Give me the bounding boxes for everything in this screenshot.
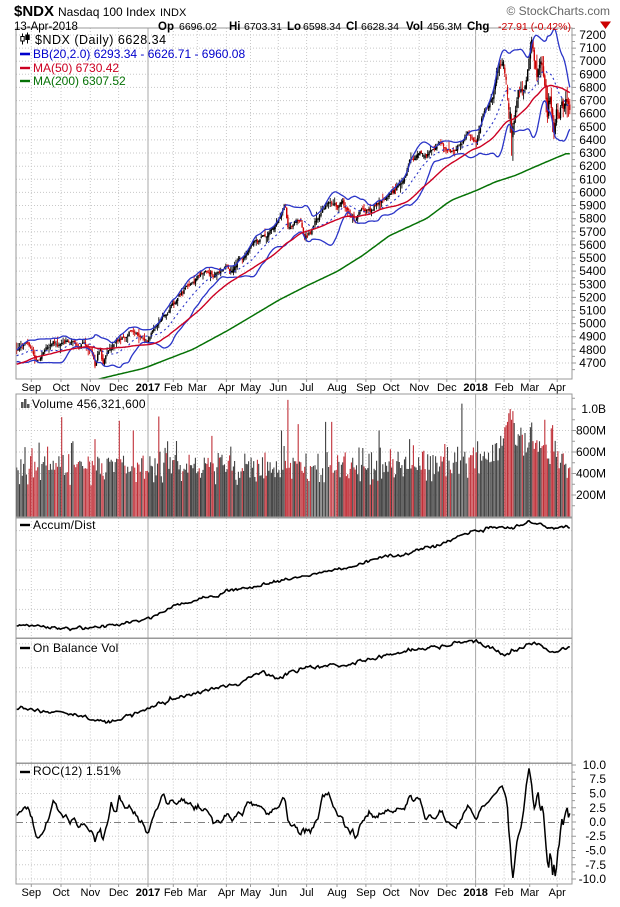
svg-text:0.0: 0.0 <box>589 815 606 829</box>
svg-text:Nov: Nov <box>81 382 101 394</box>
svg-text:Sep: Sep <box>22 887 42 899</box>
svg-text:MA(200) 6307.52: MA(200) 6307.52 <box>33 74 126 88</box>
svg-text:Jul: Jul <box>300 887 314 899</box>
svg-text:Aug: Aug <box>327 887 347 899</box>
svg-text:6600: 6600 <box>579 107 606 121</box>
svg-text:Aug: Aug <box>327 382 347 394</box>
svg-text:Feb: Feb <box>495 887 514 899</box>
svg-text:$NDX (Daily) 6628.34: $NDX (Daily) 6628.34 <box>35 33 167 47</box>
svg-text:Feb: Feb <box>164 887 183 899</box>
svg-text:MA(50) 6730.42: MA(50) 6730.42 <box>33 61 119 75</box>
svg-text:5000: 5000 <box>579 317 606 331</box>
svg-text:5700: 5700 <box>579 225 606 239</box>
svg-text:Dec: Dec <box>109 887 129 899</box>
svg-text:5400: 5400 <box>579 264 606 278</box>
svg-text:800M: 800M <box>576 424 606 438</box>
svg-text:2018: 2018 <box>463 382 487 394</box>
svg-text:Oct: Oct <box>382 382 399 394</box>
svg-text:4900: 4900 <box>579 330 606 344</box>
svg-text:Mar: Mar <box>520 887 539 899</box>
svg-text:Nov: Nov <box>409 887 429 899</box>
svg-text:Apr: Apr <box>549 382 566 394</box>
svg-text:Nov: Nov <box>81 887 101 899</box>
svg-text:BB(20,2.0) 6293.34 - 6626.71 -: BB(20,2.0) 6293.34 - 6626.71 - 6960.08 <box>33 47 245 61</box>
svg-text:2018: 2018 <box>463 887 487 899</box>
svg-text:Sep: Sep <box>356 887 376 899</box>
svg-text:Apr: Apr <box>218 382 235 394</box>
svg-text:6000: 6000 <box>579 185 606 199</box>
svg-text:May: May <box>240 887 261 899</box>
svg-text:5100: 5100 <box>579 304 606 318</box>
svg-text:Feb: Feb <box>164 382 183 394</box>
svg-text:5900: 5900 <box>579 199 606 213</box>
svg-text:5200: 5200 <box>579 290 606 304</box>
svg-text:4800: 4800 <box>579 343 606 357</box>
svg-text:5800: 5800 <box>579 212 606 226</box>
svg-text:Jul: Jul <box>300 382 314 394</box>
svg-text:-5.0: -5.0 <box>585 844 606 858</box>
svg-text:5500: 5500 <box>579 251 606 265</box>
svg-text:2017: 2017 <box>136 887 160 899</box>
svg-text:600M: 600M <box>576 445 606 459</box>
svg-text:-2.5: -2.5 <box>585 829 606 843</box>
svg-text:Volume 456,321,600: Volume 456,321,600 <box>32 397 146 411</box>
svg-text:Accum/Dist: Accum/Dist <box>33 518 96 532</box>
svg-text:Mar: Mar <box>520 382 539 394</box>
svg-text:Nov: Nov <box>409 382 429 394</box>
svg-text:Mar: Mar <box>188 887 207 899</box>
svg-text:Jun: Jun <box>269 887 287 899</box>
svg-text:5.0: 5.0 <box>589 787 606 801</box>
svg-text:-10.0: -10.0 <box>579 872 607 886</box>
svg-text:INDX: INDX <box>160 7 187 19</box>
svg-text:7000: 7000 <box>579 54 606 68</box>
svg-text:200M: 200M <box>576 488 606 502</box>
svg-text:7.5: 7.5 <box>589 772 606 786</box>
svg-text:7100: 7100 <box>579 41 606 55</box>
svg-text:Sep: Sep <box>356 382 376 394</box>
svg-text:6800: 6800 <box>579 80 606 94</box>
svg-text:May: May <box>240 382 261 394</box>
svg-text:1.0B: 1.0B <box>581 402 606 416</box>
svg-text:6900: 6900 <box>579 67 606 81</box>
svg-text:400M: 400M <box>576 467 606 481</box>
svg-text:Oct: Oct <box>382 887 399 899</box>
svg-text:6400: 6400 <box>579 133 606 147</box>
svg-text:Dec: Dec <box>109 382 129 394</box>
svg-text:Oct: Oct <box>52 382 69 394</box>
svg-text:© StockCharts.com: © StockCharts.com <box>506 4 610 18</box>
svg-text:2017: 2017 <box>136 382 160 394</box>
svg-text:6300: 6300 <box>579 146 606 160</box>
svg-text:13-Apr-2018: 13-Apr-2018 <box>14 21 78 33</box>
svg-text:Dec: Dec <box>437 887 457 899</box>
svg-text:7200: 7200 <box>579 28 606 42</box>
svg-text:Apr: Apr <box>218 887 235 899</box>
svg-text:5600: 5600 <box>579 238 606 252</box>
svg-text:2.5: 2.5 <box>589 801 606 815</box>
svg-text:ROC(12) 1.51%: ROC(12) 1.51% <box>33 764 121 778</box>
svg-text:5300: 5300 <box>579 277 606 291</box>
svg-text:Mar: Mar <box>188 382 207 394</box>
svg-text:Jun: Jun <box>269 382 287 394</box>
svg-text:Dec: Dec <box>437 382 457 394</box>
svg-text:4700: 4700 <box>579 356 606 370</box>
svg-text:$NDX: $NDX <box>14 3 54 20</box>
svg-text:Nasdaq 100 Index: Nasdaq 100 Index <box>58 5 155 19</box>
svg-text:10.0: 10.0 <box>583 758 607 772</box>
svg-text:6200: 6200 <box>579 159 606 173</box>
svg-text:Feb: Feb <box>495 382 514 394</box>
svg-text:6500: 6500 <box>579 120 606 134</box>
svg-text:6700: 6700 <box>579 94 606 108</box>
svg-text:6100: 6100 <box>579 172 606 186</box>
svg-text:Apr: Apr <box>549 887 566 899</box>
svg-text:-7.5: -7.5 <box>585 858 606 872</box>
svg-text:Oct: Oct <box>52 887 69 899</box>
svg-text:Sep: Sep <box>22 382 42 394</box>
svg-text:On Balance Vol: On Balance Vol <box>33 641 119 655</box>
